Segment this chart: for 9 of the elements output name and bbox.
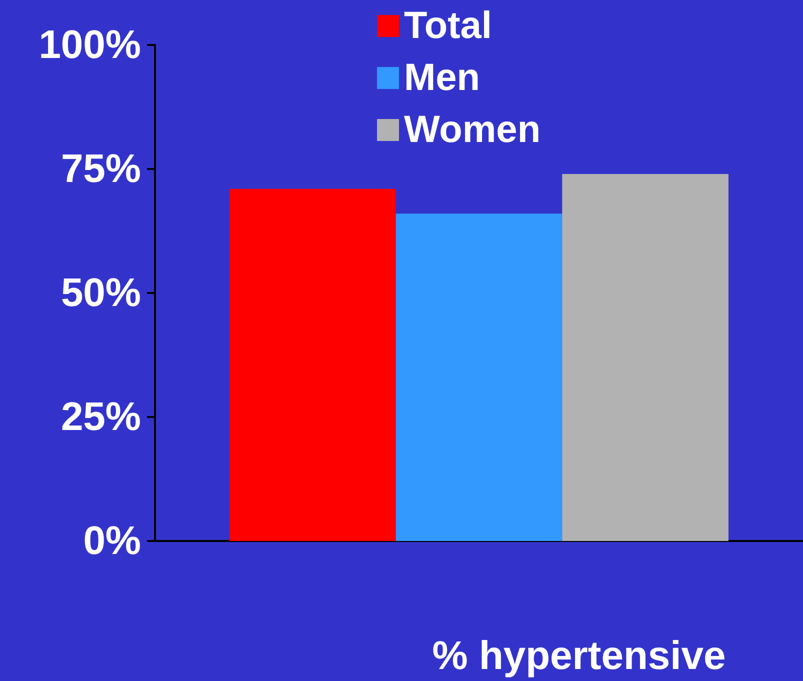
y-tick-label: 25% bbox=[60, 395, 141, 439]
y-tick-label: 0% bbox=[83, 519, 141, 563]
legend-label: Men bbox=[404, 57, 480, 99]
y-tick-label: 50% bbox=[60, 271, 141, 315]
x-axis-title: % hypertensive bbox=[432, 634, 726, 678]
y-tick-label: 75% bbox=[60, 147, 141, 191]
y-tick-label: 100% bbox=[38, 23, 141, 67]
legend-label: Women bbox=[404, 109, 541, 151]
legend-label: Total bbox=[404, 5, 492, 47]
